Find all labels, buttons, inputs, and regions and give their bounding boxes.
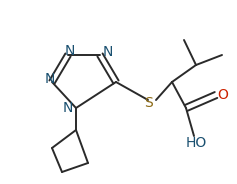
Text: N: N xyxy=(103,45,113,59)
Text: N: N xyxy=(65,44,75,58)
Text: S: S xyxy=(145,96,153,110)
Text: N: N xyxy=(45,72,55,86)
Text: N: N xyxy=(63,101,73,115)
Text: O: O xyxy=(218,88,228,102)
Text: HO: HO xyxy=(185,136,207,150)
